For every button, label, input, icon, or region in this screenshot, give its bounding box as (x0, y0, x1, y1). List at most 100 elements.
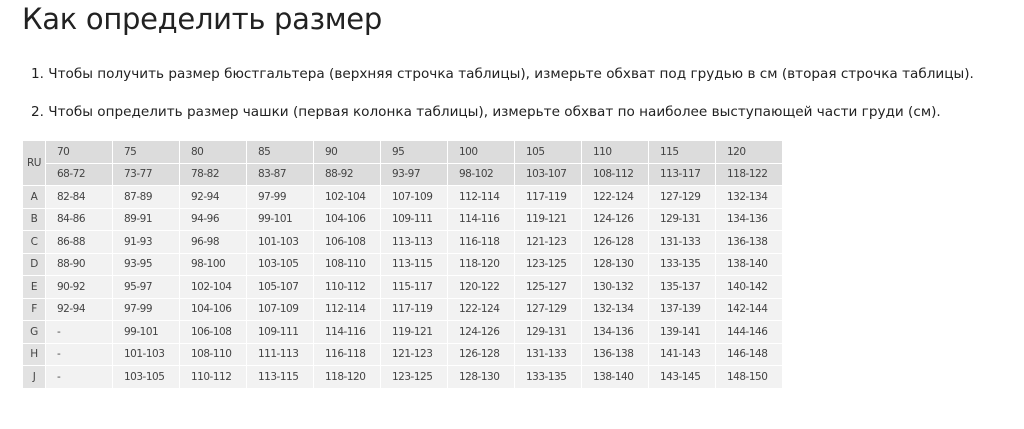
instruction-2: 2. Чтобы определить размер чашки (первая… (31, 104, 941, 120)
table-row: E 90-92 95-97 102-104 105-107 110-112 115-117 1… (22, 275, 783, 299)
bust-cell: 106-108 (313, 230, 381, 254)
table-row: F 92-94 97-99 104-106 107-109 112-114 117-119 1… (22, 297, 783, 321)
bust-cell: 128-130 (447, 365, 515, 389)
cup-cell: A (22, 185, 46, 209)
bust-cell: 112-114 (313, 297, 381, 321)
bust-cell: 93-95 (112, 252, 180, 276)
bust-cell: 139-141 (648, 320, 716, 344)
band-size-cell: 90 (313, 140, 381, 164)
bust-cell: 105-107 (246, 275, 314, 299)
bust-cell: 126-128 (447, 342, 515, 366)
bust-cell: 141-143 (648, 342, 716, 366)
instruction-1: 1. Чтобы получить размер бюстгальтера (в… (31, 66, 974, 82)
bust-cell: 129-131 (648, 207, 716, 231)
bust-cell: 101-103 (112, 342, 180, 366)
bust-cell: 104-106 (179, 297, 247, 321)
bust-cell: 135-137 (648, 275, 716, 299)
bust-cell: 87-89 (112, 185, 180, 209)
bust-cell: 96-98 (179, 230, 247, 254)
bust-cell: 131-133 (648, 230, 716, 254)
band-size-cell: 85 (246, 140, 314, 164)
bust-cell: 102-104 (313, 185, 381, 209)
underbust-cell: 68-72 (45, 162, 113, 186)
bust-cell: 94-96 (179, 207, 247, 231)
bust-cell: 102-104 (179, 275, 247, 299)
bust-cell: 107-109 (246, 297, 314, 321)
bust-cell: 115-117 (380, 275, 448, 299)
underbust-cell: 83-87 (246, 162, 314, 186)
bust-cell: 136-138 (581, 342, 649, 366)
bust-cell: 104-106 (313, 207, 381, 231)
bust-cell: 92-94 (179, 185, 247, 209)
bust-cell: 95-97 (112, 275, 180, 299)
bust-cell: 107-109 (380, 185, 448, 209)
bust-cell: 120-122 (447, 275, 515, 299)
underbust-cell: 88-92 (313, 162, 381, 186)
bust-cell: 133-135 (648, 252, 716, 276)
size-table: RU 70 75 80 85 90 95 100 105 110 115 120 68-72 73-77… (22, 140, 783, 389)
underbust-cell: 78-82 (179, 162, 247, 186)
bust-cell: 99-101 (112, 320, 180, 344)
bust-cell: - (45, 342, 113, 366)
bust-cell: 123-125 (380, 365, 448, 389)
underbust-cell: 118-122 (715, 162, 783, 186)
bust-cell: 133-135 (514, 365, 582, 389)
bust-cell: 89-91 (112, 207, 180, 231)
underbust-cell: 108-112 (581, 162, 649, 186)
bust-cell: 90-92 (45, 275, 113, 299)
bust-cell: 86-88 (45, 230, 113, 254)
bust-cell: 99-101 (246, 207, 314, 231)
bust-cell: 121-123 (514, 230, 582, 254)
bust-cell: 113-113 (380, 230, 448, 254)
bust-cell: 119-121 (514, 207, 582, 231)
bust-cell: 138-140 (715, 252, 783, 276)
bust-cell: 142-144 (715, 297, 783, 321)
bust-cell: 128-130 (581, 252, 649, 276)
band-size-cell: 100 (447, 140, 515, 164)
band-size-cell: 110 (581, 140, 649, 164)
table-row: A 82-84 87-89 92-94 97-99 102-104 107-109 112-1… (22, 185, 783, 209)
bust-cell: 82-84 (45, 185, 113, 209)
band-size-cell: 120 (715, 140, 783, 164)
bust-cell: 122-124 (447, 297, 515, 321)
bust-cell: 92-94 (45, 297, 113, 321)
bust-cell: 127-129 (648, 185, 716, 209)
bust-cell: 125-127 (514, 275, 582, 299)
cup-cell: G (22, 320, 46, 344)
bust-cell: 112-114 (447, 185, 515, 209)
cup-cell: B (22, 207, 46, 231)
bust-cell: 113-115 (380, 252, 448, 276)
table-row: B 84-86 89-91 94-96 99-101 104-106 109-111 114-… (22, 207, 783, 231)
bust-cell: 132-134 (715, 185, 783, 209)
bust-cell: 110-112 (179, 365, 247, 389)
table-row: G -99-101 106-108 109-111 114-116 119-121 124-… (22, 320, 783, 344)
bust-cell: 129-131 (514, 320, 582, 344)
bust-cell: 137-139 (648, 297, 716, 321)
bust-cell: 136-138 (715, 230, 783, 254)
bust-cell: 91-93 (112, 230, 180, 254)
bust-cell: 116-118 (447, 230, 515, 254)
underbust-row: 68-72 73-77 78-82 83-87 88-92 93-97 98-102 103-… (23, 162, 783, 186)
bust-cell: 110-112 (313, 275, 381, 299)
bust-cell: 143-145 (648, 365, 716, 389)
bust-cell: 124-126 (447, 320, 515, 344)
bust-cell: 126-128 (581, 230, 649, 254)
bust-cell: 113-115 (246, 365, 314, 389)
cup-cell: E (22, 275, 46, 299)
underbust-cell: 73-77 (112, 162, 180, 186)
bust-cell: 132-134 (581, 297, 649, 321)
bust-cell: 109-111 (246, 320, 314, 344)
bust-cell: 127-129 (514, 297, 582, 321)
bust-cell: 116-118 (313, 342, 381, 366)
bust-cell: 88-90 (45, 252, 113, 276)
bust-cell: 98-100 (179, 252, 247, 276)
underbust-cell: 98-102 (447, 162, 515, 186)
band-size-cell: 115 (648, 140, 716, 164)
bust-cell: 108-110 (179, 342, 247, 366)
bust-cell: 103-105 (112, 365, 180, 389)
bust-cell: 118-120 (313, 365, 381, 389)
bust-cell: 114-116 (447, 207, 515, 231)
page-title: Как определить размер (22, 2, 382, 36)
bust-cell: 146-148 (715, 342, 783, 366)
bust-cell: 114-116 (313, 320, 381, 344)
